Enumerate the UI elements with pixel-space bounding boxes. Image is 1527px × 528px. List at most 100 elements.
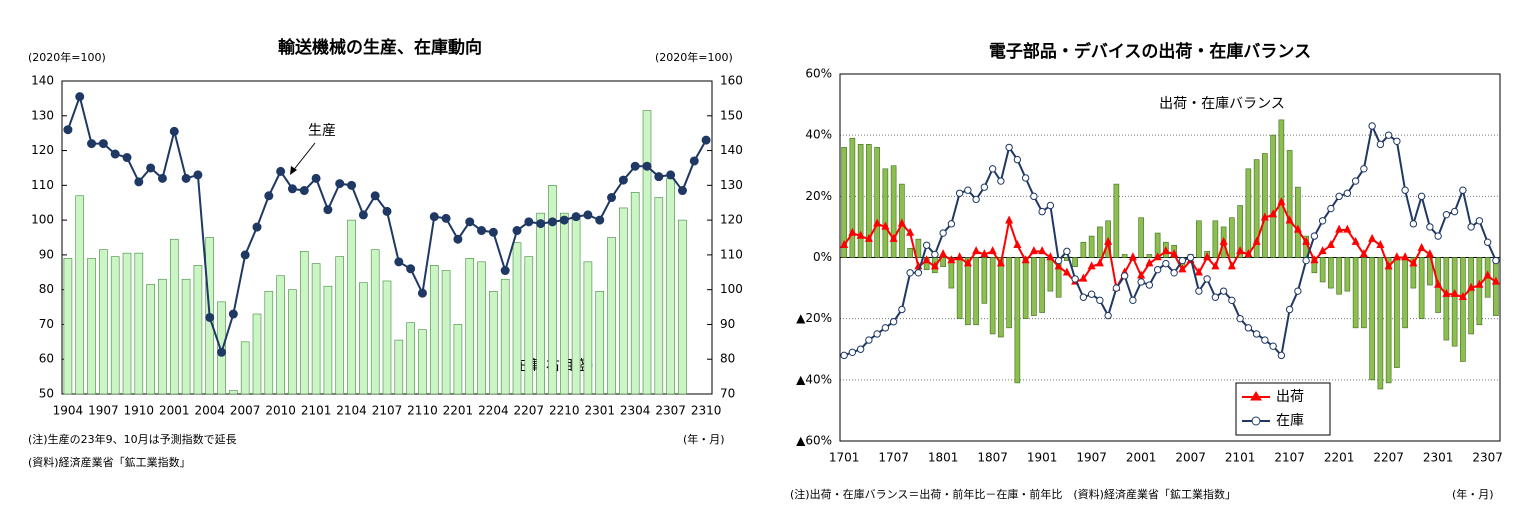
marker (1029, 246, 1038, 255)
x-tick-label: 2207 (1373, 451, 1404, 465)
bar (429, 265, 439, 395)
bar (1229, 217, 1235, 258)
marker (347, 180, 357, 190)
annotation: 出荷・在庫バランス (1159, 95, 1285, 112)
bar (989, 257, 996, 335)
x-tick-label: 2301 (584, 404, 615, 418)
marker (856, 230, 865, 239)
marker (1071, 275, 1079, 283)
bar (559, 212, 569, 395)
marker (406, 264, 416, 274)
y2-tick-label: 110 (720, 247, 743, 261)
marker (1005, 215, 1014, 224)
marker (1096, 296, 1104, 305)
marker (1442, 288, 1451, 297)
y2-tick-label: 150 (720, 108, 743, 122)
marker (181, 173, 191, 183)
bar (841, 147, 847, 258)
marker (988, 246, 997, 255)
marker (1492, 256, 1500, 265)
marker (947, 255, 956, 264)
marker (1137, 270, 1146, 279)
marker (1046, 201, 1055, 210)
marker (252, 222, 262, 232)
marker (873, 218, 882, 227)
bar (548, 185, 557, 395)
bar (500, 278, 510, 395)
bar (110, 256, 120, 395)
marker (1161, 246, 1170, 255)
bar (940, 257, 946, 267)
bar (654, 197, 664, 395)
marker (1261, 336, 1269, 344)
marker (840, 351, 848, 360)
marker (1483, 270, 1492, 279)
bar (229, 390, 238, 395)
bar (1138, 217, 1144, 258)
marker (1236, 246, 1245, 255)
marker (1343, 224, 1352, 233)
marker (1021, 255, 1030, 264)
marker (897, 218, 906, 227)
bar (907, 248, 913, 258)
bar (1451, 257, 1458, 347)
marker (1392, 252, 1401, 261)
marker (1351, 236, 1360, 245)
x-tick-label: 2310 (691, 404, 722, 418)
marker (642, 161, 652, 171)
x-unit: (年・月) (683, 432, 725, 446)
marker (1326, 239, 1335, 248)
x-tick-label: 1904 (53, 404, 84, 418)
marker (1178, 256, 1187, 265)
bar (1237, 205, 1243, 258)
marker (1467, 223, 1475, 231)
marker (441, 213, 451, 223)
bar (169, 238, 179, 395)
marker (1005, 143, 1013, 152)
bar (1146, 254, 1153, 258)
marker (1409, 220, 1418, 228)
bar (1212, 220, 1219, 258)
marker (1062, 267, 1071, 276)
marker (630, 161, 640, 171)
marker (1013, 155, 1022, 164)
marker (1227, 261, 1236, 270)
marker (689, 156, 699, 166)
marker (370, 191, 380, 201)
marker (1376, 140, 1385, 149)
bar (181, 278, 191, 395)
marker (1211, 293, 1220, 301)
marker (1054, 261, 1063, 270)
bar (1344, 257, 1351, 292)
x-tick-label: 2201 (443, 404, 474, 418)
bar (382, 280, 392, 395)
marker (1351, 177, 1360, 185)
marker (1269, 342, 1277, 350)
x-tick-label: 2101 (1225, 451, 1256, 465)
marker (677, 186, 687, 196)
marker (922, 241, 931, 249)
bar (1410, 257, 1417, 289)
marker (1129, 296, 1137, 305)
y2-unit: (2020年=100) (655, 50, 733, 64)
bar (311, 263, 321, 395)
bar (607, 237, 616, 395)
bar (1006, 257, 1012, 329)
bar (1319, 257, 1326, 283)
marker (881, 324, 890, 332)
marker (1021, 174, 1030, 182)
bar (1328, 257, 1334, 289)
marker (358, 210, 368, 220)
y-tick-label: 50 (39, 387, 54, 401)
marker (1170, 249, 1179, 258)
marker (1302, 256, 1310, 265)
marker (840, 239, 849, 248)
bar (276, 275, 285, 395)
marker (1434, 232, 1442, 240)
marker (848, 348, 857, 357)
marker (1293, 224, 1302, 233)
bar (146, 284, 155, 395)
marker (583, 210, 593, 220)
bar (998, 257, 1004, 338)
plot-frame (839, 73, 1501, 442)
